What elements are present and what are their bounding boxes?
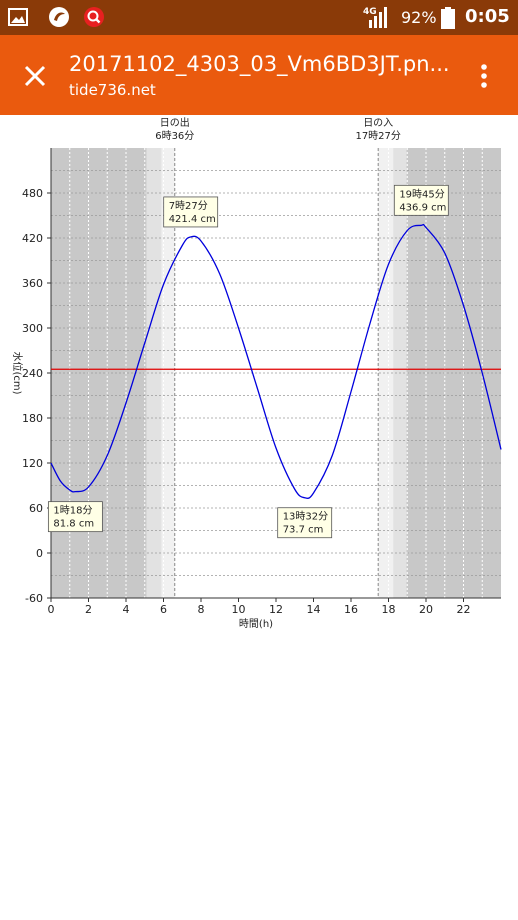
- clock: 0:05: [465, 6, 510, 27]
- y-tick-label: 60: [29, 502, 43, 515]
- tide-series-line: [50, 223, 502, 500]
- tide-chart: 日の出6時36分日の入17時27分-6006012018024030036042…: [11, 116, 502, 630]
- battery-icon: [441, 7, 455, 29]
- extreme-label-value: 421.4 cm: [169, 214, 216, 225]
- x-tick-label: 4: [123, 603, 130, 616]
- x-tick-label: 16: [344, 603, 358, 616]
- close-icon[interactable]: [20, 61, 50, 91]
- battery-percent: 92%: [401, 8, 437, 27]
- y-tick-label: 240: [22, 367, 43, 380]
- extreme-label-value: 81.8 cm: [53, 519, 94, 530]
- x-tick-label: 10: [232, 603, 246, 616]
- sun-event-time: 6時36分: [155, 130, 194, 142]
- extreme-label-box: [163, 196, 219, 228]
- x-tick-label: 22: [457, 603, 471, 616]
- x-tick-label: 18: [382, 603, 396, 616]
- x-tick-label: 8: [198, 603, 205, 616]
- y-tick-label: -60: [25, 592, 43, 605]
- svg-text:4G: 4G: [363, 7, 377, 17]
- app-bar: 20171102_4303_03_Vm6BD3JT.pn... tide736.…: [0, 35, 518, 115]
- y-tick-label: 420: [22, 232, 43, 245]
- extreme-label-box: [277, 507, 333, 539]
- file-title: 20171102_4303_03_Vm6BD3JT.pn...: [69, 52, 450, 76]
- x-tick-label: 14: [307, 603, 321, 616]
- gallery-icon: [8, 8, 28, 26]
- extreme-label-time: 19時45分: [399, 188, 444, 200]
- status-bar: 4G 92% 0:05: [0, 0, 518, 35]
- y-tick-label: 120: [22, 457, 43, 470]
- y-tick-label: 300: [22, 322, 43, 335]
- sun-event-time: 17時27分: [355, 130, 400, 142]
- search-app-icon: [84, 7, 104, 27]
- extreme-label-box: [47, 501, 103, 533]
- y-tick-label: 360: [22, 277, 43, 290]
- extreme-label-value: 73.7 cm: [283, 525, 324, 536]
- x-tick-label: 2: [85, 603, 92, 616]
- y-tick-label: 180: [22, 412, 43, 425]
- x-tick-label: 12: [269, 603, 283, 616]
- extreme-label-box: [393, 184, 449, 216]
- night-shade-evening: [406, 148, 501, 598]
- extreme-label-time: 1時18分: [53, 505, 92, 517]
- sun-event-name: 日の入: [363, 118, 393, 129]
- y-axis-label: 水位(cm): [11, 351, 24, 394]
- extreme-label-value: 436.9 cm: [399, 202, 446, 213]
- x-tick-label: 20: [419, 603, 433, 616]
- twilight-shade-morning-1: [146, 148, 162, 598]
- more-vert-icon[interactable]: [474, 61, 494, 91]
- x-tick-label: 6: [160, 603, 167, 616]
- x-axis-label: 時間(h): [239, 618, 273, 630]
- signal-icon: 4G: [363, 7, 387, 28]
- site-subtitle: tide736.net: [69, 81, 156, 99]
- extreme-label-time: 7時27分: [169, 200, 208, 212]
- extreme-label-time: 13時32分: [283, 511, 328, 523]
- sun-event-name: 日の出: [160, 116, 190, 129]
- x-tick-label: 0: [48, 603, 55, 616]
- y-tick-label: 0: [36, 547, 43, 560]
- y-tick-label: 480: [22, 187, 43, 200]
- app-icon: [49, 7, 69, 27]
